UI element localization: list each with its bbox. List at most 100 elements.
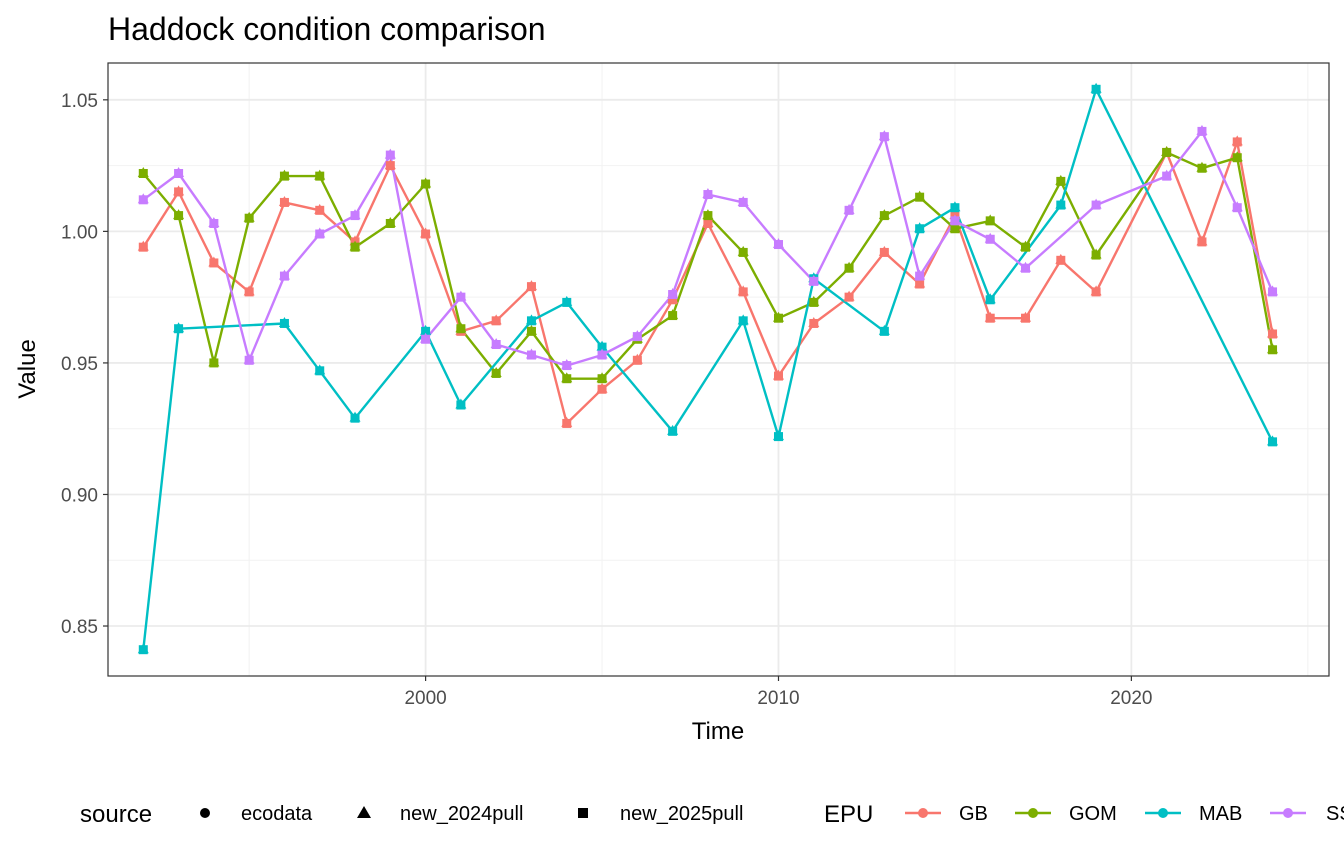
point-gb-circle xyxy=(1233,137,1242,146)
point-ss-circle xyxy=(351,211,360,220)
point-ss-circle xyxy=(245,356,254,365)
point-ss-circle xyxy=(703,190,712,199)
point-gom-circle xyxy=(809,298,818,307)
point-gom-circle xyxy=(915,193,924,202)
point-gom-circle xyxy=(598,374,607,383)
legend-key-ss xyxy=(1283,808,1293,818)
point-gom-circle xyxy=(174,211,183,220)
point-mab-circle xyxy=(986,295,995,304)
point-gom-circle xyxy=(986,216,995,225)
point-mab-circle xyxy=(456,401,465,410)
point-gom-circle xyxy=(351,243,360,252)
point-gb-circle xyxy=(1268,329,1277,338)
point-ss-circle xyxy=(386,151,395,160)
point-ss-circle xyxy=(527,351,536,360)
point-gb-circle xyxy=(703,219,712,228)
series-points xyxy=(137,82,1279,655)
point-gb-circle xyxy=(1021,314,1030,323)
legend-epu: EPU GB GOM MAB SS xyxy=(824,801,1344,828)
point-ss-circle xyxy=(1092,201,1101,210)
point-gom-circle xyxy=(1268,345,1277,354)
point-mab-circle xyxy=(668,427,677,436)
point-ss-circle xyxy=(562,361,571,370)
point-gb-circle xyxy=(280,198,289,207)
point-gb-circle xyxy=(562,419,571,428)
point-gb-circle xyxy=(139,243,148,252)
point-ss-circle xyxy=(809,277,818,286)
legend-key-new-2024pull xyxy=(357,806,371,818)
point-gom-circle xyxy=(845,264,854,273)
point-mab-circle xyxy=(739,316,748,325)
point-gb-circle xyxy=(986,314,995,323)
y-tick-label: 1.05 xyxy=(61,91,98,112)
point-mab-circle xyxy=(774,432,783,441)
point-ss-circle xyxy=(421,335,430,344)
point-ss-circle xyxy=(492,340,501,349)
point-gb-circle xyxy=(1056,256,1065,265)
point-ss-circle xyxy=(845,206,854,215)
point-gb-circle xyxy=(845,293,854,302)
legend-label-ss: SS xyxy=(1326,803,1344,825)
point-ss-circle xyxy=(774,240,783,249)
legend-source: source ecodata new_2024pull new_2025pull xyxy=(80,801,743,828)
legend-label-mab: MAB xyxy=(1199,803,1242,825)
point-gom-circle xyxy=(1162,148,1171,157)
legend-key-ecodata xyxy=(200,808,210,818)
point-ss-circle xyxy=(668,290,677,299)
point-gom-circle xyxy=(1021,243,1030,252)
point-ss-circle xyxy=(1162,172,1171,181)
point-mab-circle xyxy=(915,224,924,233)
point-gb-circle xyxy=(774,372,783,381)
point-gb-circle xyxy=(527,282,536,291)
y-tick-label: 0.90 xyxy=(61,485,98,506)
legend: source ecodata new_2024pull new_2025pull… xyxy=(80,801,1344,828)
legend-label-gb: GB xyxy=(959,803,988,825)
point-mab-circle xyxy=(1268,437,1277,446)
point-mab-circle xyxy=(1056,201,1065,210)
point-gom-circle xyxy=(739,248,748,257)
point-ss-circle xyxy=(139,195,148,204)
point-gb-circle xyxy=(598,385,607,394)
point-gom-circle xyxy=(280,172,289,181)
point-gb-circle xyxy=(386,161,395,170)
point-ss-circle xyxy=(986,235,995,244)
point-mab-circle xyxy=(139,645,148,654)
point-gb-circle xyxy=(174,187,183,196)
point-ss-circle xyxy=(174,169,183,178)
point-gom-circle xyxy=(386,219,395,228)
point-mab-circle xyxy=(598,343,607,352)
point-gb-circle xyxy=(245,287,254,296)
point-mab-circle xyxy=(950,203,959,212)
point-mab-circle xyxy=(1092,85,1101,94)
legend-label-new-2025pull: new_2025pull xyxy=(620,803,743,825)
x-axis: 2000 2010 2020 xyxy=(404,676,1153,709)
legend-label-gom: GOM xyxy=(1069,803,1117,825)
point-gb-circle xyxy=(880,248,889,257)
legend-source-title: source xyxy=(80,801,152,828)
y-axis: 0.85 0.90 0.95 1.00 1.05 xyxy=(61,91,108,638)
point-gb-circle xyxy=(1197,237,1206,246)
point-gom-circle xyxy=(1233,153,1242,162)
point-ss-circle xyxy=(915,272,924,281)
point-mab-circle xyxy=(351,414,360,423)
point-gom-circle xyxy=(139,169,148,178)
legend-label-new-2024pull: new_2024pull xyxy=(400,803,523,825)
point-gb-circle xyxy=(492,316,501,325)
point-gom-circle xyxy=(703,211,712,220)
point-mab-circle xyxy=(421,327,430,336)
legend-epu-title: EPU xyxy=(824,801,873,828)
grid-minor xyxy=(108,63,1329,676)
y-tick-label: 0.95 xyxy=(61,354,98,375)
x-tick-label: 2020 xyxy=(1110,688,1152,709)
point-gom-circle xyxy=(527,327,536,336)
point-mab-circle xyxy=(174,324,183,333)
point-gb-circle xyxy=(209,258,218,267)
point-gom-circle xyxy=(1092,251,1101,260)
point-mab-circle xyxy=(280,319,289,328)
point-mab-circle xyxy=(315,366,324,375)
point-gb-circle xyxy=(315,206,324,215)
point-ss-circle xyxy=(598,351,607,360)
point-mab-circle xyxy=(880,327,889,336)
point-ss-circle xyxy=(1268,287,1277,296)
